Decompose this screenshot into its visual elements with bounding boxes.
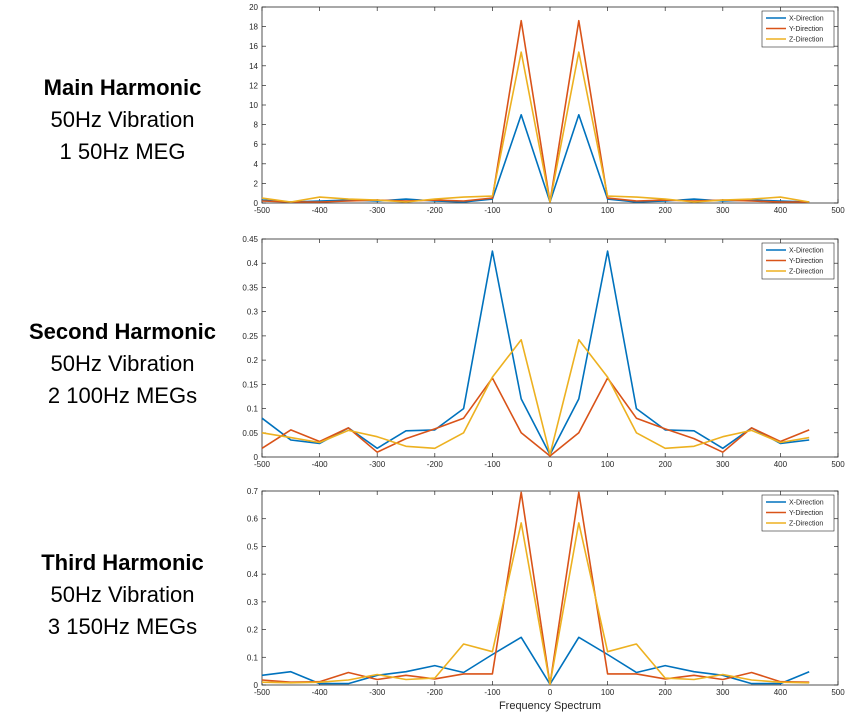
- legend-label: Z-Direction: [789, 269, 823, 276]
- series-line-z-direction: [261, 51, 810, 203]
- legend-label: Z-Direction: [789, 521, 823, 528]
- y-tick-label: 0.2: [247, 626, 259, 635]
- chart-panel-3: -500 -400 -300 -200 -100 0 100 200 300 400 500 0 0.1…: [247, 487, 845, 712]
- x-tick-label: 100: [601, 206, 615, 215]
- y-tick-label: 0.05: [242, 429, 258, 438]
- x-tick-label: 300: [716, 688, 730, 697]
- x-tick-label: 500: [831, 460, 845, 469]
- y-tick-label: 0.3: [247, 308, 259, 317]
- y-tick-label: 0.6: [247, 515, 259, 524]
- x-tick-label: 400: [774, 460, 788, 469]
- row-line-2: 3 150Hz MEGs: [47, 614, 198, 639]
- x-tick-label: -500: [254, 460, 271, 469]
- row-title: Second Harmonic: [28, 319, 217, 344]
- x-tick-label: 200: [659, 460, 673, 469]
- x-tick-label: 300: [716, 206, 730, 215]
- chart-panel-2: -500 -400 -300 -200 -100 0 100 200 300 400 500 0 0.0…: [242, 235, 845, 469]
- x-tick-label: 0: [548, 688, 553, 697]
- y-tick-label: 6: [254, 140, 259, 149]
- x-tick-label: 500: [831, 688, 845, 697]
- x-tick-label: -200: [427, 688, 444, 697]
- y-tick-label: 0.1: [247, 653, 259, 662]
- series-line-y-direction: [261, 491, 810, 686]
- x-tick-label: 0: [548, 206, 553, 215]
- legend-label: Y-Direction: [789, 26, 823, 33]
- x-tick-label: 400: [774, 688, 788, 697]
- row-line-2: 2 100Hz MEGs: [47, 383, 198, 408]
- row-label-main: Main Harmonic 50Hz Vibration 1 50Hz MEG: [0, 72, 245, 168]
- x-tick-label: -100: [484, 688, 501, 697]
- x-tick-label: 200: [659, 688, 673, 697]
- x-tick-label: -300: [369, 460, 386, 469]
- y-tick-label: 0.1: [247, 405, 259, 414]
- y-tick-label: 0: [254, 453, 259, 462]
- x-tick-label: 0: [548, 460, 553, 469]
- x-tick-label: -400: [312, 206, 329, 215]
- legend: X-Direction Y-Direction Z-Direction: [761, 494, 835, 532]
- y-tick-label: 0.7: [247, 487, 259, 496]
- y-tick-label: 0.2: [247, 356, 259, 365]
- y-tick-label: 20: [249, 3, 258, 12]
- legend: X-Direction Y-Direction Z-Direction: [761, 10, 835, 48]
- x-tick-label: 100: [601, 460, 615, 469]
- y-tick-label: 0.15: [242, 380, 258, 389]
- row-line-2: 1 50Hz MEG: [59, 139, 186, 164]
- x-tick-label: -200: [427, 460, 444, 469]
- series-line-z-direction: [261, 338, 810, 456]
- legend-label: Y-Direction: [789, 258, 823, 265]
- x-tick-label: -500: [254, 206, 271, 215]
- x-tick-label: 300: [716, 460, 730, 469]
- y-tick-label: 8: [254, 121, 259, 130]
- x-tick-label: -300: [369, 688, 386, 697]
- y-tick-label: 0.5: [247, 542, 259, 551]
- y-tick-label: 2: [254, 179, 259, 188]
- plot-area: [261, 238, 839, 458]
- x-tick-label: 400: [774, 206, 788, 215]
- y-tick-label: 0.4: [247, 570, 259, 579]
- legend: X-Direction Y-Direction Z-Direction: [761, 242, 835, 280]
- y-tick-label: 14: [249, 62, 258, 71]
- legend-label: X-Direction: [789, 16, 824, 23]
- x-tick-label: -100: [484, 206, 501, 215]
- y-tick-label: 12: [249, 81, 258, 90]
- x-tick-label: -400: [312, 460, 329, 469]
- series-line-z-direction: [261, 522, 810, 686]
- y-tick-label: 0.45: [242, 235, 258, 244]
- row-label-second: Second Harmonic 50Hz Vibration 2 100Hz M…: [0, 316, 245, 412]
- row-line-1: 50Hz Vibration: [50, 351, 195, 376]
- x-tick-label: -400: [312, 688, 329, 697]
- row-title: Main Harmonic: [43, 75, 202, 100]
- y-tick-label: 0.3: [247, 598, 259, 607]
- chart-panel-1: -500 -400 -300 -200 -100 0 100 200 300 400 500 0 2 4 6…: [249, 3, 845, 215]
- y-tick-label: 18: [249, 23, 258, 32]
- x-tick-label: -200: [427, 206, 444, 215]
- y-tick-label: 10: [249, 101, 258, 110]
- legend-label: X-Direction: [789, 500, 824, 507]
- y-tick-label: 0.25: [242, 332, 258, 341]
- y-tick-label: 0.35: [242, 283, 258, 292]
- row-line-1: 50Hz Vibration: [50, 582, 195, 607]
- y-tick-label: 0: [254, 681, 259, 690]
- x-tick-label: -100: [484, 460, 501, 469]
- y-tick-label: 0: [254, 199, 259, 208]
- row-title: Third Harmonic: [41, 550, 204, 575]
- row-line-1: 50Hz Vibration: [50, 107, 195, 132]
- y-tick-label: 0.4: [247, 259, 259, 268]
- plot-area: [261, 490, 839, 686]
- plot-area: [261, 6, 839, 204]
- x-tick-label: -300: [369, 206, 386, 215]
- row-label-third: Third Harmonic 50Hz Vibration 3 150Hz ME…: [0, 547, 245, 643]
- x-tick-label: 100: [601, 688, 615, 697]
- legend-label: Z-Direction: [789, 37, 823, 44]
- y-tick-label: 4: [254, 160, 259, 169]
- legend-label: X-Direction: [789, 248, 824, 255]
- x-tick-label: 200: [659, 206, 673, 215]
- y-tick-label: 16: [249, 42, 258, 51]
- x-tick-label: -500: [254, 688, 271, 697]
- legend-label: Y-Direction: [789, 510, 823, 517]
- x-axis-label: Frequency Spectrum: [499, 700, 601, 712]
- x-tick-label: 500: [831, 206, 845, 215]
